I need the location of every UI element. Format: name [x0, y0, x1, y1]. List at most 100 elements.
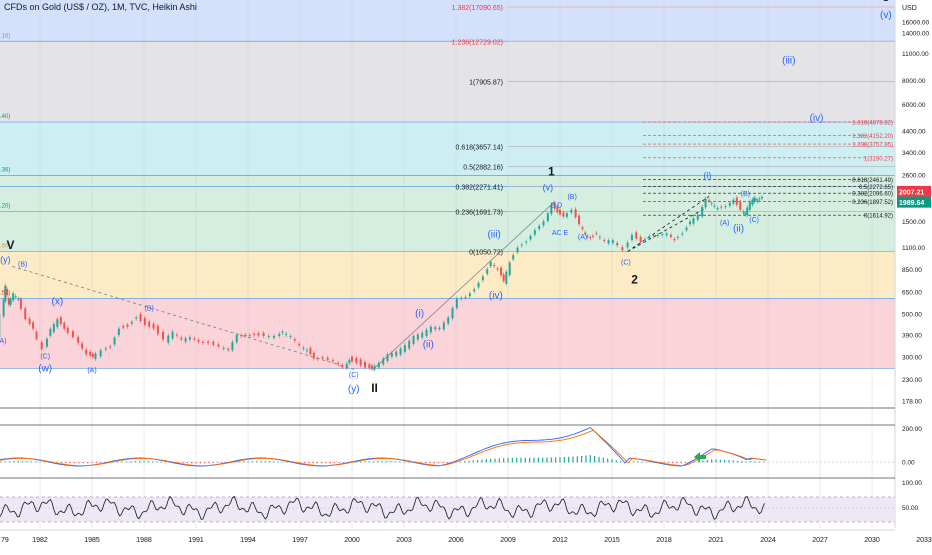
time-tick-label: 1991 — [188, 537, 204, 544]
macd-histogram-bar — [91, 462, 92, 463]
price-tick-label: 1100.00 — [902, 245, 925, 252]
macd-histogram-bar — [5, 461, 6, 462]
fib-small-label: 1.618(4878.82) — [852, 121, 893, 127]
time-tick-label: 1985 — [84, 537, 100, 544]
macd-histogram-bar — [325, 462, 326, 463]
time-tick-label: 2027 — [812, 537, 828, 544]
macd-histogram-bar — [473, 460, 474, 462]
left-cut-label: .36) — [0, 167, 10, 173]
macd-histogram-bar — [533, 458, 534, 463]
wave-label: (iii) — [782, 55, 795, 66]
macd-histogram-bar — [87, 462, 88, 463]
fib-small-label: 0.382(2096.60) — [852, 192, 893, 198]
macd-histogram-bar — [130, 461, 131, 462]
wave-label: II — [371, 381, 378, 395]
macd-histogram-bar — [200, 462, 201, 463]
macd-histogram-bar — [273, 461, 274, 462]
macd-histogram-bar — [70, 462, 71, 463]
macd-histogram-bar — [338, 462, 339, 463]
macd-histogram-bar — [364, 461, 365, 462]
price-badge-label: 2007.21 — [899, 189, 924, 196]
wave-label: (B) — [145, 306, 154, 313]
macd-histogram-bar — [681, 462, 682, 463]
price-tick-label: 850.00 — [902, 267, 922, 274]
price-tick-label: 16000.00 — [902, 20, 929, 27]
macd-histogram-bar — [256, 461, 257, 462]
price-tick-label: 1500.00 — [902, 219, 926, 226]
macd-histogram-bar — [239, 462, 240, 463]
macd-histogram-bar — [278, 462, 279, 463]
macd-histogram-bar — [685, 462, 686, 463]
macd-histogram-bar — [377, 461, 378, 462]
wave-label: (C) — [40, 353, 50, 360]
fib-small-label: 0.618(2461.49) — [852, 178, 893, 184]
fib-small-label: 0.5(2272.65) — [859, 185, 893, 191]
wave-label: AC E — [552, 230, 569, 237]
fib-zone-5 — [0, 299, 895, 369]
macd-histogram-bar — [551, 457, 552, 462]
macd-histogram-bar — [646, 462, 647, 463]
macd-histogram-bar — [217, 462, 218, 463]
macd-histogram-bar — [360, 462, 361, 463]
macd-histogram-bar — [616, 460, 617, 462]
macd-histogram-bar — [187, 462, 188, 463]
fib-level-label: 0(1050.72) — [469, 249, 503, 256]
wave-label: (A) — [720, 220, 729, 227]
wave-label: (iv) — [810, 113, 824, 124]
macd-histogram-bar — [83, 462, 84, 463]
macd-histogram-bar — [122, 461, 123, 462]
wave-label: (B) — [567, 194, 576, 201]
left-cut-label: .20) — [0, 203, 10, 209]
macd-histogram-bar — [720, 460, 721, 463]
macd-histogram-bar — [408, 462, 409, 463]
macd-histogram-bar — [308, 462, 309, 463]
macd-histogram-bar — [395, 461, 396, 462]
macd-histogram-bar — [598, 457, 599, 463]
macd-histogram-bar — [434, 462, 435, 463]
macd-histogram-bar — [369, 461, 370, 462]
macd-histogram-bar — [65, 462, 66, 463]
time-tick-label: 2033 — [916, 537, 932, 544]
macd-histogram-bar — [221, 462, 222, 463]
macd-histogram-bar — [243, 461, 244, 462]
macd-histogram-bar — [577, 456, 578, 462]
macd-histogram-bar — [35, 462, 36, 463]
macd-histogram-bar — [9, 461, 10, 462]
wave-label: (i) — [415, 309, 424, 320]
wave-label: (A) — [578, 234, 587, 241]
macd-histogram-bar — [698, 461, 699, 462]
price-tick-label: 230.00 — [902, 377, 922, 384]
macd-histogram-bar — [668, 462, 669, 463]
macd-histogram-bar — [447, 462, 448, 463]
macd-histogram-bar — [321, 462, 322, 463]
macd-histogram-bar — [100, 462, 101, 463]
time-tick-label: 2030 — [864, 537, 880, 544]
rsi-band — [0, 497, 895, 522]
macd-histogram-bar — [499, 458, 500, 462]
time-tick-label: 79 — [1, 537, 9, 544]
price-tick-label: 2600.00 — [902, 173, 926, 180]
wave-label: (iii) — [487, 229, 500, 240]
macd-histogram-bar — [425, 462, 426, 463]
macd-histogram-bar — [18, 461, 19, 462]
macd-histogram-bar — [330, 462, 331, 463]
macd-histogram-bar — [312, 462, 313, 463]
macd-histogram-bar — [26, 461, 27, 462]
time-tick-label: 2024 — [760, 537, 776, 544]
time-tick-label: 1997 — [292, 537, 308, 544]
macd-histogram-bar — [603, 458, 604, 463]
macd-histogram-bar — [759, 461, 760, 462]
macd-histogram-bar — [490, 459, 491, 463]
macd-histogram-bar — [460, 461, 461, 462]
fib-small-label: 1.382(4152.20) — [852, 134, 893, 140]
macd-histogram-bar — [135, 461, 136, 462]
macd-histogram-bar — [22, 461, 23, 462]
wave-label: (A) — [87, 367, 96, 374]
wave-label: (C) — [749, 217, 759, 224]
wave-label: (C) — [349, 372, 359, 379]
macd-histogram-bar — [676, 462, 677, 463]
macd-histogram-bar — [265, 461, 266, 462]
price-tick-label: 8000.00 — [902, 78, 926, 85]
